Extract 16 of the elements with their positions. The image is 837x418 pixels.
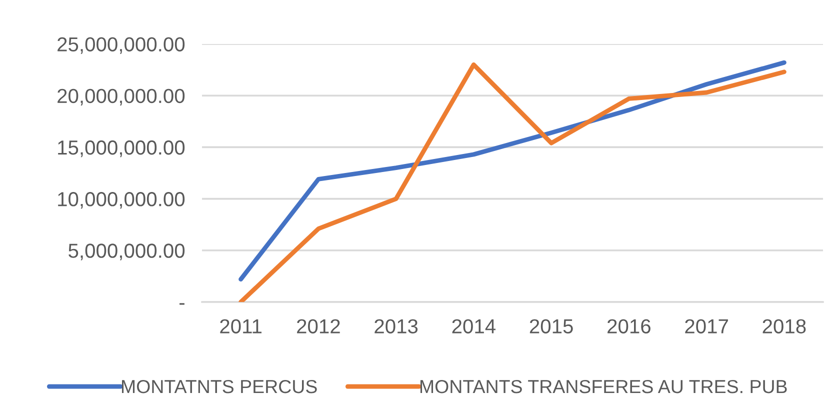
x-tick-label: 2015 xyxy=(530,319,573,334)
y-tick-label: 20,000,000.00 xyxy=(58,88,185,106)
x-tick-label: 2014 xyxy=(452,319,496,334)
y-tick-label: 5,000,000.00 xyxy=(68,244,185,260)
y-tick-label: - xyxy=(180,303,184,305)
y-tick-label: 25,000,000.00 xyxy=(58,37,185,54)
x-tick-label: 2013 xyxy=(374,319,418,334)
x-tick-label: 2018 xyxy=(762,319,806,334)
x-tick-label: 2012 xyxy=(297,319,340,334)
x-tick-label: 2016 xyxy=(608,319,650,334)
x-tick-label: 2011 xyxy=(220,319,262,334)
x-tick-label: 2017 xyxy=(685,319,728,334)
legend-label: MONTATNTS PERCUS xyxy=(122,380,317,394)
y-tick-label: 10,000,000.00 xyxy=(58,192,185,209)
y-tick-label: 15,000,000.00 xyxy=(58,140,185,158)
legend-label: MONTANTS TRANSFERES AU TRES. PUB xyxy=(420,380,787,394)
